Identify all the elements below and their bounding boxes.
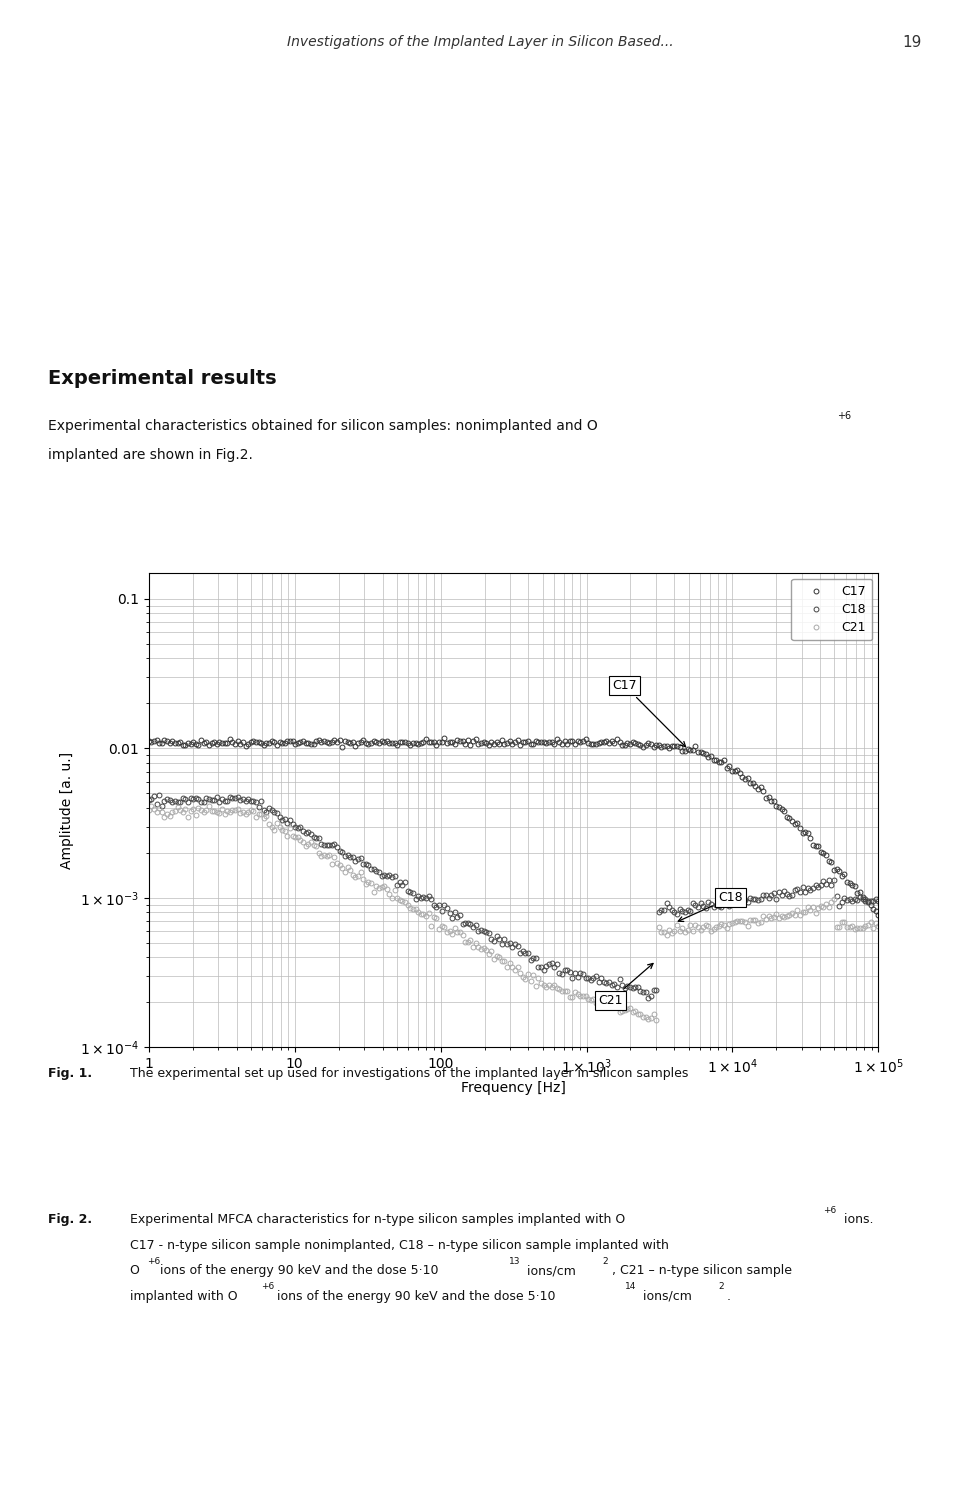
C21	[204, 797, 215, 815]
Text: ions.: ions.	[840, 1213, 874, 1227]
Text: ions/cm: ions/cm	[523, 1264, 576, 1278]
Text: Investigations of the Implanted Layer in Silicon Based...: Investigations of the Implanted Layer in…	[287, 35, 673, 48]
Text: 2: 2	[718, 1282, 724, 1291]
Text: C17 - n-type silicon sample nonimplanted, C18 – n-type silicon sample implanted : C17 - n-type silicon sample nonimplanted…	[130, 1239, 668, 1252]
Text: Fig. 2.: Fig. 2.	[48, 1213, 92, 1227]
C18	[496, 934, 508, 952]
C18	[750, 889, 761, 907]
Line: C17: C17	[146, 735, 881, 918]
C21	[750, 910, 761, 928]
C18	[154, 787, 165, 805]
C21	[496, 952, 508, 971]
C21	[258, 809, 270, 827]
Text: ions of the energy 90 keV and the dose 5·10: ions of the energy 90 keV and the dose 5…	[156, 1264, 439, 1278]
Text: C21: C21	[598, 963, 653, 1007]
C18	[143, 791, 155, 809]
Text: Experimental MFCA characteristics for n-type silicon samples implanted with O: Experimental MFCA characteristics for n-…	[130, 1213, 625, 1227]
Text: +6: +6	[261, 1282, 275, 1291]
C18	[562, 961, 573, 980]
Text: C17: C17	[612, 680, 685, 747]
Y-axis label: Amplitude [a. u.]: Amplitude [a. u.]	[60, 752, 74, 868]
C17	[255, 734, 267, 752]
C18	[258, 802, 270, 820]
C21	[873, 918, 884, 936]
C17	[753, 779, 764, 797]
Line: C21: C21	[146, 803, 881, 1022]
C17	[496, 731, 508, 749]
C21	[143, 802, 155, 820]
C17	[873, 906, 884, 924]
C21	[650, 1011, 661, 1029]
Line: C18: C18	[146, 793, 881, 1001]
C18	[595, 969, 607, 987]
Text: C18: C18	[678, 891, 743, 921]
Text: Fig. 1.: Fig. 1.	[48, 1067, 92, 1081]
Text: 13: 13	[509, 1257, 520, 1266]
C17	[747, 775, 758, 793]
Text: O: O	[130, 1264, 139, 1278]
Text: 14: 14	[625, 1282, 636, 1291]
C21	[755, 913, 766, 931]
C18	[642, 989, 654, 1007]
Text: , C21 – n-type silicon sample: , C21 – n-type silicon sample	[612, 1264, 791, 1278]
C17	[143, 732, 155, 750]
Text: implanted are shown in Fig.2.: implanted are shown in Fig.2.	[48, 448, 252, 461]
Text: 19: 19	[902, 35, 922, 50]
C21	[595, 998, 607, 1016]
C18	[873, 892, 884, 910]
Text: .: .	[727, 1290, 731, 1304]
Text: ions of the energy 90 keV and the dose 5·10: ions of the energy 90 keV and the dose 5…	[273, 1290, 555, 1304]
Text: ions/cm: ions/cm	[639, 1290, 692, 1304]
Text: Experimental results: Experimental results	[48, 369, 276, 389]
C18	[755, 889, 766, 907]
Text: implanted with O: implanted with O	[130, 1290, 237, 1304]
Text: 2: 2	[602, 1257, 608, 1266]
C21	[562, 983, 573, 1001]
C17	[439, 729, 450, 747]
Text: The experimental set up used for investigations of the implanted layer in silico: The experimental set up used for investi…	[130, 1067, 688, 1081]
Legend: C17, C18, C21: C17, C18, C21	[791, 579, 872, 640]
Text: +6: +6	[823, 1206, 836, 1215]
Text: +6: +6	[147, 1257, 160, 1266]
C17	[595, 732, 607, 750]
X-axis label: Frequency [Hz]: Frequency [Hz]	[461, 1081, 566, 1096]
Text: +6: +6	[837, 411, 852, 422]
Text: Experimental characteristics obtained for silicon samples: nonimplanted and O: Experimental characteristics obtained fo…	[48, 419, 598, 433]
C17	[562, 735, 573, 754]
